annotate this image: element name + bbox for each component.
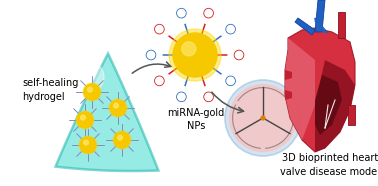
Circle shape: [234, 50, 244, 60]
Circle shape: [72, 61, 104, 93]
Text: 3D bioprinted heart
valve disease model: 3D bioprinted heart valve disease model: [280, 153, 378, 177]
Circle shape: [79, 136, 97, 154]
Circle shape: [204, 8, 214, 18]
Polygon shape: [315, 60, 355, 152]
Circle shape: [204, 92, 214, 102]
Polygon shape: [285, 70, 292, 80]
Circle shape: [113, 131, 131, 149]
Polygon shape: [338, 12, 345, 38]
Circle shape: [155, 76, 164, 86]
Polygon shape: [315, 0, 325, 32]
Circle shape: [226, 24, 235, 34]
Circle shape: [261, 116, 265, 120]
Polygon shape: [348, 105, 355, 125]
Text: miRNA-gold
NPs: miRNA-gold NPs: [167, 108, 225, 131]
Circle shape: [169, 29, 221, 81]
Polygon shape: [315, 18, 328, 33]
Circle shape: [77, 112, 93, 128]
Polygon shape: [315, 75, 342, 135]
Circle shape: [84, 84, 100, 100]
Circle shape: [81, 115, 85, 120]
Circle shape: [109, 99, 127, 117]
Circle shape: [229, 85, 296, 151]
Circle shape: [177, 8, 186, 18]
Circle shape: [226, 76, 235, 86]
Polygon shape: [285, 28, 355, 152]
Circle shape: [88, 87, 92, 92]
Circle shape: [83, 83, 101, 101]
Circle shape: [80, 137, 96, 153]
Polygon shape: [56, 54, 158, 171]
Circle shape: [155, 24, 164, 34]
Circle shape: [182, 42, 196, 56]
Circle shape: [225, 80, 301, 156]
Circle shape: [84, 140, 88, 145]
Polygon shape: [285, 38, 315, 140]
Circle shape: [173, 33, 217, 77]
Circle shape: [110, 100, 126, 116]
Polygon shape: [295, 18, 315, 35]
Text: self-healing
hydrogel: self-healing hydrogel: [22, 78, 78, 102]
Circle shape: [146, 50, 156, 60]
Circle shape: [177, 92, 186, 102]
Circle shape: [76, 111, 94, 129]
Polygon shape: [285, 90, 292, 100]
Circle shape: [118, 135, 122, 140]
Circle shape: [114, 103, 118, 108]
Circle shape: [114, 132, 130, 148]
